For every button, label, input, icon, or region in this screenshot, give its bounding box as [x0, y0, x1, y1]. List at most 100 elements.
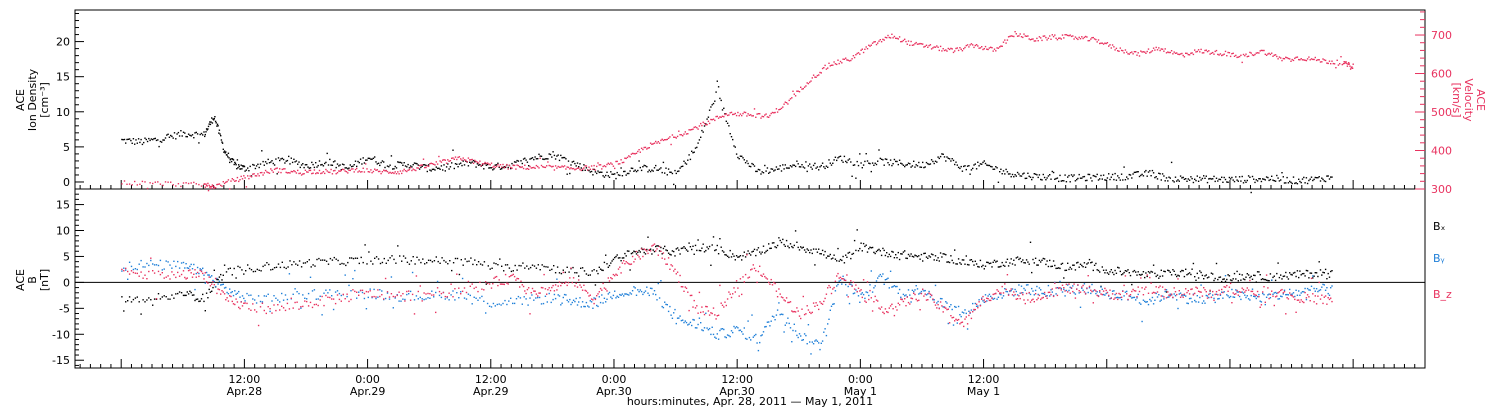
velocity-point	[537, 165, 539, 168]
bz-point	[127, 270, 129, 273]
velocity-point	[821, 67, 824, 70]
ion-density-point	[1002, 170, 1005, 172]
velocity-point	[766, 116, 769, 118]
bz-point	[475, 286, 477, 288]
by-point	[1131, 297, 1133, 299]
bx-point	[920, 253, 923, 256]
velocity-point	[689, 129, 692, 131]
by-point	[153, 264, 156, 266]
velocity-point	[294, 170, 296, 173]
by-point	[540, 303, 543, 305]
ion-density-point	[1204, 177, 1206, 179]
bz-point	[1174, 291, 1177, 293]
by-point	[812, 343, 815, 345]
velocity-point	[842, 58, 844, 60]
ion-density-point	[673, 183, 675, 186]
bz-point	[207, 282, 209, 284]
by-point	[231, 291, 233, 293]
velocity-point	[560, 166, 562, 168]
by-point	[452, 290, 454, 292]
bx-point	[268, 263, 270, 266]
velocity-point	[1049, 35, 1051, 37]
bz-point	[334, 302, 337, 305]
bz-point	[230, 295, 232, 298]
bx-point	[1004, 265, 1006, 267]
by-point	[755, 333, 757, 336]
bz-point	[1265, 274, 1268, 276]
bz-point	[670, 264, 672, 266]
bz-point	[869, 289, 871, 292]
bx-point	[185, 294, 187, 297]
by-point	[853, 292, 856, 294]
ion-density-point	[1170, 161, 1173, 164]
velocity-point	[395, 173, 398, 175]
ion-density-point	[1168, 176, 1170, 178]
ion-density-point	[1233, 180, 1236, 183]
by-point	[638, 291, 640, 293]
bx-point	[1052, 260, 1055, 262]
ion-density-point	[698, 139, 701, 141]
bz-point	[1101, 293, 1103, 296]
bz-point	[617, 268, 620, 270]
bz-point	[691, 294, 693, 297]
bx-point	[617, 257, 620, 259]
bz-point	[1280, 289, 1282, 292]
bz-point	[755, 270, 757, 272]
by-point	[548, 292, 550, 295]
bz-point	[1160, 295, 1162, 297]
bz-point	[1274, 296, 1277, 298]
velocity-point	[295, 172, 298, 174]
velocity-point	[1177, 53, 1179, 55]
bx-point	[847, 252, 849, 254]
bx-point	[646, 248, 648, 251]
bz-point	[702, 311, 704, 313]
by-point	[945, 301, 947, 303]
bz-point	[371, 296, 373, 298]
ion-density-point	[839, 155, 842, 157]
bx-point	[487, 265, 489, 267]
velocity-point	[1259, 50, 1261, 52]
bx-point	[350, 257, 353, 259]
bz-point	[273, 304, 275, 306]
by-point	[1138, 302, 1141, 304]
ion-density-point	[411, 166, 413, 168]
ion-density-point	[759, 169, 761, 171]
bz-point	[433, 294, 435, 296]
by-point	[1322, 283, 1324, 286]
bz-point	[936, 307, 938, 309]
velocity-point	[458, 156, 461, 158]
bx-point	[549, 269, 551, 271]
bx-point	[871, 246, 874, 249]
bz-point	[796, 307, 798, 309]
by-point	[691, 324, 693, 327]
ion-density-point	[503, 166, 505, 168]
bx-point	[934, 255, 937, 257]
by-point	[1031, 287, 1033, 290]
ion-density-point	[1136, 171, 1138, 173]
top-left-tick-label: 20	[56, 36, 70, 49]
bx-point	[485, 283, 487, 285]
velocity-point	[952, 51, 955, 54]
velocity-point	[247, 175, 249, 177]
velocity-point	[379, 170, 381, 173]
velocity-point	[1015, 33, 1017, 35]
velocity-point	[1007, 36, 1010, 38]
bx-point	[990, 262, 992, 264]
velocity-point	[460, 158, 462, 160]
bx-point	[615, 255, 617, 258]
velocity-point	[1235, 54, 1237, 57]
x-tick-label-time: 0:00	[848, 373, 873, 386]
bx-point	[437, 260, 439, 263]
by-point	[878, 275, 880, 277]
velocity-point	[539, 157, 541, 159]
velocity-point	[852, 55, 855, 57]
velocity-point	[784, 101, 786, 103]
ion-density-point	[1020, 175, 1023, 177]
by-point	[942, 306, 944, 308]
velocity-point	[357, 171, 359, 173]
velocity-point	[623, 161, 625, 164]
ion-density-point	[214, 120, 217, 123]
bx-point	[520, 265, 522, 267]
bx-point	[404, 257, 407, 259]
bz-point	[520, 280, 522, 282]
